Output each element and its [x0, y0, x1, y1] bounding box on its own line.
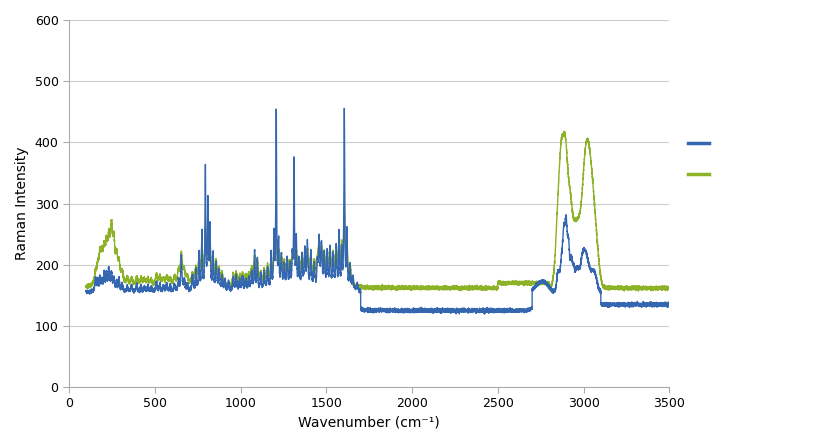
Legend: , : ,: [682, 132, 718, 187]
Y-axis label: Raman Intensity: Raman Intensity: [15, 147, 29, 260]
X-axis label: Wavenumber (cm⁻¹): Wavenumber (cm⁻¹): [299, 416, 440, 430]
